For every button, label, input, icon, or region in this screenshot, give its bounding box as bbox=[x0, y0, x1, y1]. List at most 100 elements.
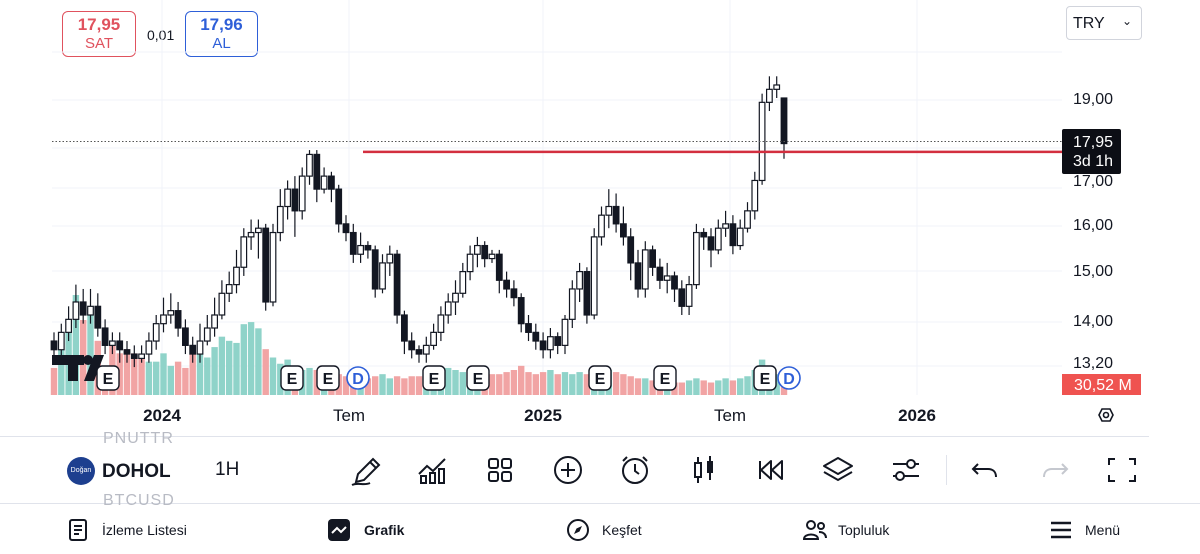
candle bbox=[203, 315, 211, 346]
earnings-marker[interactable]: E bbox=[753, 365, 777, 391]
list-icon bbox=[69, 519, 87, 541]
volume-bar bbox=[247, 322, 255, 395]
chart-settings-icon[interactable] bbox=[1098, 408, 1114, 422]
earnings-marker[interactable]: E bbox=[280, 365, 304, 391]
candle bbox=[182, 319, 189, 355]
volume-bar bbox=[153, 361, 160, 395]
time-label-year: 2026 bbox=[898, 406, 936, 425]
candle bbox=[568, 280, 576, 329]
candle bbox=[386, 245, 394, 276]
candle bbox=[72, 284, 80, 329]
candle bbox=[583, 267, 591, 324]
candle bbox=[262, 223, 270, 311]
layout-icon[interactable] bbox=[480, 452, 520, 488]
candle bbox=[510, 280, 518, 307]
candle bbox=[167, 293, 175, 324]
indicators-icon[interactable] bbox=[413, 452, 453, 488]
volume-bar bbox=[576, 372, 583, 395]
candle bbox=[452, 280, 459, 315]
candle bbox=[371, 245, 379, 298]
candle bbox=[619, 206, 627, 246]
volume-bar bbox=[459, 372, 466, 395]
dividend-marker[interactable]: D bbox=[777, 366, 801, 390]
volume-bar bbox=[189, 347, 196, 395]
nav-explore[interactable]: Keşfet bbox=[567, 516, 647, 544]
nav-watchlist[interactable]: İzleme Listesi bbox=[68, 516, 188, 544]
buy-label: AL bbox=[212, 35, 231, 52]
currency-value: TRY bbox=[1073, 15, 1105, 32]
price-label: 16,00 bbox=[1073, 217, 1113, 234]
sell-price: 17,95 bbox=[77, 15, 121, 34]
candle-style-icon[interactable] bbox=[684, 452, 724, 488]
volume-bar bbox=[262, 349, 269, 395]
volume-bar bbox=[612, 372, 620, 395]
candle bbox=[437, 306, 445, 342]
volume-bar bbox=[204, 357, 211, 395]
earnings-marker[interactable]: E bbox=[588, 365, 612, 391]
earnings-marker[interactable]: E bbox=[653, 365, 677, 391]
nav-chart[interactable]: Grafik bbox=[328, 516, 408, 544]
volume-bar bbox=[569, 374, 576, 395]
volume-bar bbox=[233, 342, 240, 395]
undo-icon[interactable] bbox=[966, 452, 1006, 488]
candle bbox=[349, 223, 357, 263]
candle bbox=[145, 332, 153, 363]
candle bbox=[422, 336, 430, 363]
layers-icon[interactable] bbox=[818, 452, 858, 488]
earnings-marker[interactable]: E bbox=[316, 365, 340, 391]
candle bbox=[722, 210, 729, 237]
candle bbox=[123, 341, 131, 363]
volume-bar bbox=[145, 361, 153, 395]
candle bbox=[663, 262, 671, 294]
candle bbox=[466, 245, 474, 281]
ticker-above: PNUTTR bbox=[103, 430, 174, 447]
time-label-year: 2024 bbox=[143, 406, 181, 425]
candle bbox=[240, 228, 248, 276]
volume-bar bbox=[678, 382, 685, 395]
volume-bar bbox=[174, 361, 182, 395]
earnings-marker[interactable]: E bbox=[96, 365, 120, 391]
nav-community[interactable]: Topluluk bbox=[802, 516, 892, 544]
candle bbox=[408, 332, 416, 359]
volume-bar bbox=[138, 357, 145, 395]
candle bbox=[634, 249, 642, 298]
volume-bar bbox=[196, 353, 204, 395]
interval-button[interactable]: 1H bbox=[215, 459, 240, 480]
spread-value: 0,01 bbox=[147, 27, 175, 43]
earnings-marker[interactable]: E bbox=[422, 365, 446, 391]
settings-sliders-icon[interactable] bbox=[886, 452, 926, 488]
candle bbox=[503, 271, 510, 298]
volume-bar bbox=[379, 374, 386, 395]
svg-text:E: E bbox=[473, 371, 484, 388]
volume-bar bbox=[269, 357, 277, 395]
fullscreen-icon[interactable] bbox=[1102, 452, 1142, 488]
candle bbox=[546, 328, 554, 359]
candle bbox=[152, 315, 160, 350]
currency-select[interactable]: TRY ⌄ bbox=[1066, 6, 1142, 40]
candle bbox=[430, 323, 437, 350]
volume-bar bbox=[539, 372, 547, 395]
volume-bar bbox=[634, 378, 642, 395]
volume-bar bbox=[408, 376, 415, 395]
buy-button[interactable]: 17,96 AL bbox=[185, 11, 258, 57]
candle bbox=[481, 241, 489, 268]
sell-button[interactable]: 17,95 SAT bbox=[62, 11, 136, 57]
candle bbox=[320, 167, 328, 194]
earnings-marker[interactable]: E bbox=[466, 365, 490, 391]
price-label: 13,20 bbox=[1073, 355, 1113, 372]
candle bbox=[196, 323, 204, 363]
volume-bar bbox=[87, 307, 94, 395]
nav-menu[interactable]: Menü bbox=[1050, 516, 1120, 544]
candle bbox=[189, 336, 197, 363]
add-icon[interactable] bbox=[548, 452, 588, 488]
volume-badge: 30,52 M bbox=[1062, 374, 1141, 395]
countdown: 3d 1h bbox=[1073, 153, 1113, 170]
alarm-icon[interactable] bbox=[615, 452, 655, 488]
pencil-icon[interactable] bbox=[346, 452, 386, 488]
replay-icon[interactable] bbox=[751, 452, 791, 488]
dividend-marker[interactable]: D bbox=[346, 366, 370, 390]
candle bbox=[393, 249, 401, 324]
redo-icon[interactable] bbox=[1034, 452, 1074, 488]
volume-bar bbox=[488, 374, 496, 395]
